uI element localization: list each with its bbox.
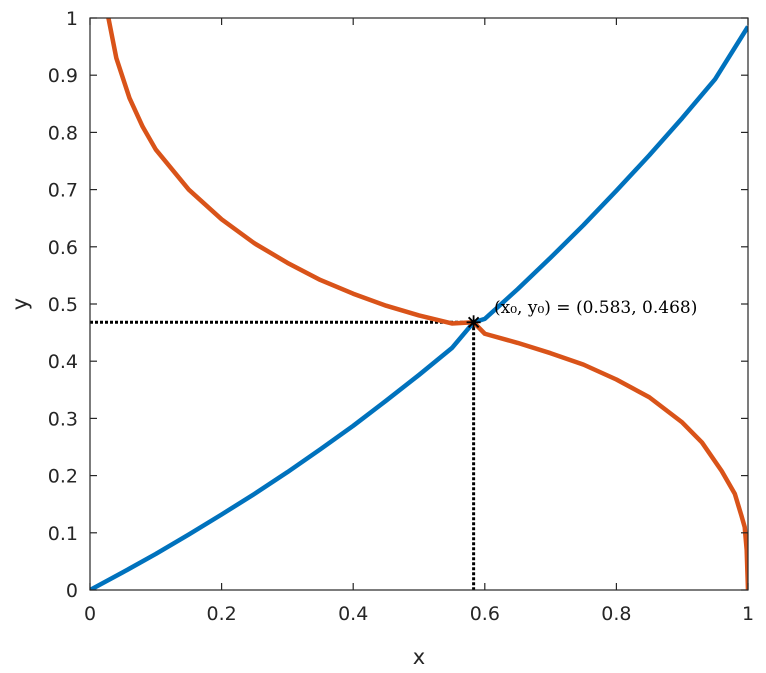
x-tick-label: 0 — [84, 603, 96, 625]
y-tick-label: 0.1 — [48, 523, 78, 545]
x-tick-label: 0.8 — [601, 603, 631, 625]
y-tick-label: 0.5 — [48, 294, 78, 316]
y-tick-label: 0.8 — [48, 122, 78, 144]
intersection-annotation: (x₀, y₀) = (0.583, 0.468) — [494, 298, 697, 318]
x-tick-label: 1 — [742, 603, 754, 625]
x-tick-label: 0.6 — [470, 603, 500, 625]
increasing-series-line — [90, 25, 748, 590]
x-tick-label: 0.4 — [338, 603, 368, 625]
y-tick-label: 0 — [66, 580, 78, 602]
y-tick-label: 0.6 — [48, 237, 78, 259]
y-tick-label: 1 — [66, 8, 78, 30]
y-tick-label: 0.2 — [48, 466, 78, 488]
y-tick-label: 0.9 — [48, 65, 78, 87]
x-axis-ticks: 0 0.2 0.4 0.6 0.8 1 — [84, 18, 754, 625]
y-tick-label: 0.7 — [48, 180, 78, 202]
intersection-marker — [466, 315, 481, 330]
x-axis-label: x — [413, 645, 425, 669]
x-tick-label: 0.2 — [206, 603, 236, 625]
y-axis-ticks: 0 0.1 0.2 0.3 0.4 0.5 0.6 0.7 0.8 0.9 1 — [48, 8, 748, 602]
y-tick-label: 0.3 — [48, 408, 78, 430]
y-axis-label: y — [8, 298, 32, 310]
y-tick-label: 0.4 — [48, 351, 78, 373]
